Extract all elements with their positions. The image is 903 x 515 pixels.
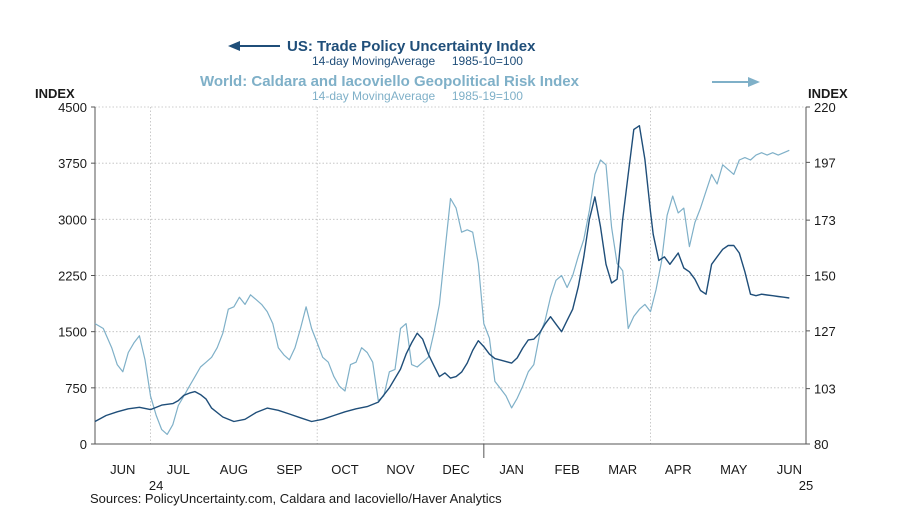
left-tick-label: 3000: [58, 212, 87, 227]
left-tick-label: 750: [65, 381, 87, 396]
left-series-subtitle: 14-day MovingAverage 1985-10=100: [312, 54, 523, 68]
month-label: JUL: [167, 462, 190, 477]
right-series-legend: World: Caldara and Iacoviello Geopolitic…: [200, 73, 760, 103]
right-tick-label: 103: [814, 382, 836, 397]
left-tick-label: 4500: [58, 100, 87, 115]
month-label: NOV: [386, 462, 415, 477]
series: [94, 125, 790, 435]
left-tick-label: 0: [80, 437, 87, 452]
right-series-title: World: Caldara and Iacoviello Geopolitic…: [200, 73, 580, 90]
month-label: OCT: [331, 462, 359, 477]
left-tick-label: 3750: [58, 156, 87, 171]
source-note: Sources: PolicyUncertainty.com, Caldara …: [90, 491, 502, 506]
month-label: MAY: [720, 462, 748, 477]
right-tick-label: 80: [814, 437, 828, 452]
month-label: MAR: [608, 462, 637, 477]
left-tick-label: 2250: [58, 269, 87, 284]
month-label: APR: [665, 462, 692, 477]
right-tick-label: 173: [814, 213, 836, 228]
right-tick-label: 150: [814, 269, 836, 284]
left-tick-label: 1500: [58, 325, 87, 340]
month-label: FEB: [555, 462, 580, 477]
right-tick-label: 220: [814, 100, 836, 115]
year-label: 25: [799, 478, 813, 493]
left-axis-title: INDEX: [35, 86, 75, 101]
month-label: JAN: [499, 462, 524, 477]
year-label: 24: [149, 478, 163, 493]
us-trade-policy-line: [94, 125, 790, 423]
tick-labels: 0 750 1500 2250 3000 3750 4500 80 103 127 150 173 19…: [58, 100, 836, 493]
month-label: AUG: [220, 462, 248, 477]
grid: [95, 106, 806, 444]
month-label: SEP: [276, 462, 302, 477]
right-series-subtitle: 14-day MovingAverage 1985-19=100: [312, 89, 523, 103]
left-arrow-icon: [228, 41, 240, 51]
world-geopolitical-risk-line: [94, 149, 790, 435]
month-label: JUN: [110, 462, 135, 477]
right-tick-label: 197: [814, 155, 836, 170]
axes: [91, 106, 810, 458]
right-arrow-icon: [748, 77, 760, 87]
right-axis-title: INDEX: [808, 86, 848, 101]
month-label: JUN: [777, 462, 802, 477]
left-series-legend: US: Trade Policy Uncertainty Index 14-da…: [228, 38, 536, 68]
left-series-title: US: Trade Policy Uncertainty Index: [287, 38, 536, 55]
month-label: DEC: [442, 462, 469, 477]
right-tick-label: 127: [814, 324, 836, 339]
